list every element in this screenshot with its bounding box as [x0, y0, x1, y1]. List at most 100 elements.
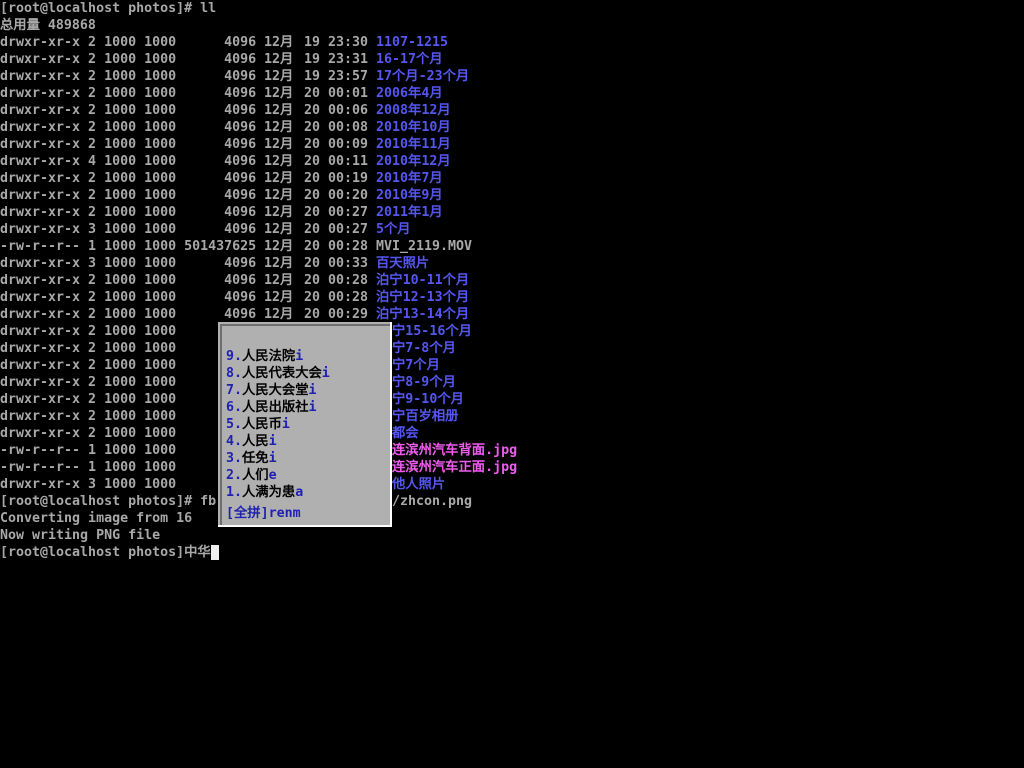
ime-mode-label: [全拼] — [226, 506, 269, 521]
terminal-text-segment: drwxr-xr-x 2 1000 1000 — [0, 426, 177, 441]
terminal-text-segment: /zhcon.png — [392, 494, 473, 509]
ime-candidate-remaining-pinyin: i — [321, 366, 330, 381]
ime-status-bar: [全拼]renm — [226, 505, 301, 522]
terminal-text-segment: drwxr-xr-x 4 1000 1000 4096 — [0, 154, 257, 169]
ime-candidate[interactable]: 8.人民代表大会i — [226, 365, 330, 382]
terminal-text-segment: drwxr-xr-x 2 1000 1000 — [0, 392, 177, 407]
terminal-text-segment: 宁8-9个月 — [392, 375, 456, 390]
terminal-text-segment: 12月 — [264, 86, 294, 101]
terminal-line: drwxr-xr-x 2 1000 1000 4096 12月 20 00:27 20… — [0, 204, 1024, 221]
terminal-text-segment: 12月 — [264, 307, 294, 322]
ime-candidate[interactable]: 9.人民法院i — [226, 348, 303, 365]
ime-candidate-number: 3. — [226, 451, 243, 466]
terminal-text-segment: 12月 — [264, 137, 294, 152]
terminal-text-segment: 12月 — [264, 35, 294, 50]
terminal-text-segment: 12月 — [264, 188, 294, 203]
ime-candidate-number: 6. — [226, 400, 243, 415]
terminal-line: Now writing PNG file — [0, 527, 1024, 544]
ime-candidate[interactable]: 4.人民i — [226, 433, 277, 450]
terminal-text-segment: 宁7个月 — [392, 358, 440, 373]
terminal-text-segment: [root@localhost photos]# ll — [0, 1, 217, 16]
terminal-text-segment: Now writing PNG file — [0, 528, 161, 543]
terminal-text-segment: 5个月 — [376, 222, 411, 237]
terminal-text-segment: 20 00:28 — [304, 273, 369, 288]
ime-candidate-remaining-pinyin: i — [268, 434, 277, 449]
terminal-text-segment: 16-17个月 — [376, 52, 443, 67]
terminal-line: drwxr-xr-x 4 1000 1000 4096 12月 20 00:11 20… — [0, 153, 1024, 170]
ime-candidate-remaining-pinyin: i — [268, 451, 277, 466]
terminal-line: drwxr-xr-x 2 1000 1000 4096 12月 20 00:20 20… — [0, 187, 1024, 204]
ime-candidate-popup: 9.人民法院i 8.人民代表大会i 7.人民大会堂i 6.人民出版社i 5.人民币i 4.… — [218, 322, 392, 527]
terminal-line: drwxr-xr-x 2 1000 1000 宁8-9个月 — [0, 374, 1024, 391]
ime-candidate[interactable]: 7.人民大会堂i — [226, 382, 317, 399]
terminal-line: drwxr-xr-x 2 1000 1000 4096 12月 19 23:57 17… — [0, 68, 1024, 85]
terminal-text-segment: drwxr-xr-x 2 1000 1000 4096 — [0, 120, 257, 135]
terminal-text-segment: drwxr-xr-x 3 1000 1000 4096 — [0, 256, 257, 271]
terminal-text-segment: 12月 — [264, 222, 294, 237]
terminal-line: drwxr-xr-x 3 1000 1000 他人照片 — [0, 476, 1024, 493]
terminal-line: drwxr-xr-x 2 1000 1000 宁百岁相册 — [0, 408, 1024, 425]
terminal-line: [root@localhost photos]# fb/zhcon.png — [0, 493, 1024, 510]
terminal-cursor — [211, 545, 219, 560]
terminal-line: drwxr-xr-x 2 1000 1000 宁7-8个月 — [0, 340, 1024, 357]
terminal-text-segment: drwxr-xr-x 2 1000 1000 4096 — [0, 103, 257, 118]
ime-candidate-number: 4. — [226, 434, 243, 449]
ime-candidate-number: 5. — [226, 417, 243, 432]
terminal-text-segment: drwxr-xr-x 2 1000 1000 4096 — [0, 273, 257, 288]
terminal-text-segment: -rw-r--r-- 1 1000 1000 — [0, 443, 177, 458]
terminal-line: drwxr-xr-x 3 1000 1000 4096 12月 20 00:27 5个… — [0, 221, 1024, 238]
terminal-line: drwxr-xr-x 2 1000 1000 4096 12月 19 23:30 11… — [0, 34, 1024, 51]
ime-candidate[interactable]: 6.人民出版社i — [226, 399, 317, 416]
terminal-text-segment: 连滨州汽车正面.jpg — [392, 460, 518, 475]
terminal-text-segment: 12月 — [264, 205, 294, 220]
terminal-text-segment: 20 00:27 — [304, 205, 369, 220]
ime-candidate[interactable]: 1.人满为患a — [226, 484, 303, 501]
terminal-text-segment: 宁百岁相册 — [392, 409, 459, 424]
ime-candidate-remaining-pinyin: a — [295, 485, 304, 500]
terminal-text-segment: drwxr-xr-x 2 1000 1000 — [0, 375, 177, 390]
terminal-text-segment: 20 00:01 — [304, 86, 369, 101]
terminal-text-segment: 20 00:11 — [304, 154, 369, 169]
ime-candidate-remaining-pinyin: i — [281, 417, 290, 432]
ime-candidate[interactable]: 5.人民币i — [226, 416, 290, 433]
terminal-line: drwxr-xr-x 2 1000 1000 4096 12月 20 00:19 20… — [0, 170, 1024, 187]
terminal-text-segment: 20 00:06 — [304, 103, 369, 118]
terminal-line: [root@localhost photos]中华 — [0, 544, 1024, 561]
terminal-line: drwxr-xr-x 2 1000 1000 宁15-16个月 — [0, 323, 1024, 340]
terminal-text-segment: 12月 — [264, 69, 294, 84]
terminal-text-segment: 20 00:28 — [304, 290, 369, 305]
terminal-text-segment: 20 00:29 — [304, 307, 369, 322]
terminal-line: drwxr-xr-x 2 1000 1000 4096 12月 20 00:09 20… — [0, 136, 1024, 153]
terminal-text-segment: 12月 — [264, 256, 294, 271]
ime-candidate-remaining-pinyin: i — [308, 400, 317, 415]
terminal-text-segment: drwxr-xr-x 2 1000 1000 — [0, 409, 177, 424]
ime-popup-frame: 9.人民法院i 8.人民代表大会i 7.人民大会堂i 6.人民出版社i 5.人民币i 4.… — [220, 324, 390, 525]
terminal-text-segment: 2008年12月 — [376, 103, 451, 118]
terminal-text-segment: 19 23:31 — [304, 52, 369, 67]
terminal-text-segment: 20 00:27 — [304, 222, 369, 237]
terminal-text-segment: 17个月-23个月 — [376, 69, 470, 84]
ime-candidate-text: 人民代表大会 — [242, 366, 322, 381]
ime-candidate-number: 9. — [226, 349, 243, 364]
terminal-line: drwxr-xr-x 2 1000 1000 宁7个月 — [0, 357, 1024, 374]
ime-candidate[interactable]: 3.任免i — [226, 450, 277, 467]
terminal-line: drwxr-xr-x 2 1000 1000 4096 12月 20 00:06 20… — [0, 102, 1024, 119]
terminal-line: -rw-r--r-- 1 1000 1000 连滨州汽车背面.jpg — [0, 442, 1024, 459]
terminal-text-segment: 泊宁12-13个月 — [376, 290, 470, 305]
ime-candidate-text: 人满为患 — [242, 485, 296, 500]
ime-candidate[interactable]: 2.人们e — [226, 467, 277, 484]
terminal-line: Converting image from 16 — [0, 510, 1024, 527]
terminal-text-segment: 1107-1215 — [376, 35, 449, 50]
terminal-text-segment: drwxr-xr-x 3 1000 1000 4096 — [0, 222, 257, 237]
terminal-text-segment: 12月 — [264, 154, 294, 169]
terminal-text-segment: 2010年7月 — [376, 171, 443, 186]
terminal-line: drwxr-xr-x 2 1000 1000 4096 12月 20 00:01 20… — [0, 85, 1024, 102]
terminal-text-segment: [root@localhost photos]中华 — [0, 545, 211, 560]
terminal-text-segment: drwxr-xr-x 2 1000 1000 — [0, 324, 177, 339]
terminal-text-segment: 他人照片 — [392, 477, 446, 492]
terminal-text-segment: 总用量 489868 — [0, 18, 96, 33]
terminal-text-segment: Converting image from 16 — [0, 511, 193, 526]
terminal-text-segment: 12月 — [264, 239, 294, 254]
terminal-text-segment: -rw-r--r-- 1 1000 1000 — [0, 460, 177, 475]
